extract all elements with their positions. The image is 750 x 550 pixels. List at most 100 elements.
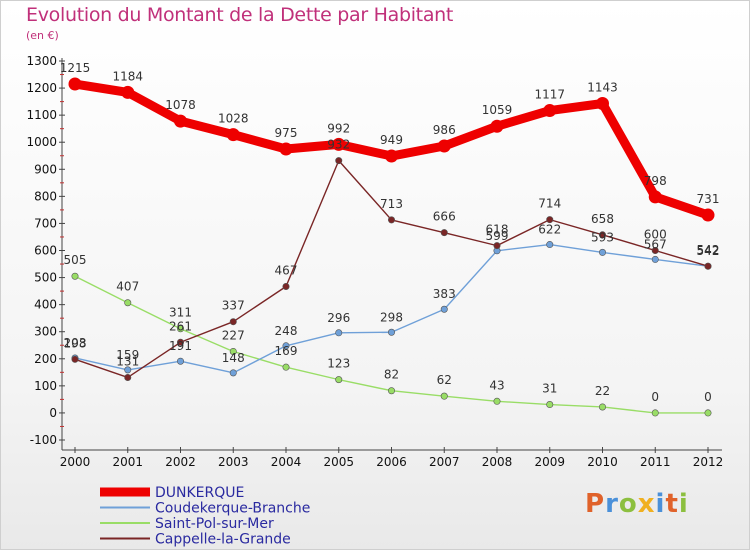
logo-letter: o bbox=[618, 489, 638, 519]
y-tick-label: 700 bbox=[34, 216, 57, 230]
data-label: 505 bbox=[64, 253, 87, 267]
data-label: 731 bbox=[697, 192, 720, 206]
data-label: 123 bbox=[327, 357, 350, 371]
data-point bbox=[71, 355, 79, 363]
legend-label: DUNKERQUE bbox=[155, 485, 244, 501]
data-point bbox=[546, 241, 554, 249]
y-tick-label: 900 bbox=[34, 162, 57, 176]
data-point bbox=[229, 318, 237, 326]
y-tick-label: 1100 bbox=[26, 108, 57, 122]
data-point bbox=[282, 342, 290, 350]
data-point bbox=[387, 216, 395, 224]
data-label: 1143 bbox=[587, 81, 618, 95]
x-tick-label: 2007 bbox=[429, 455, 460, 469]
y-tick-label: 1200 bbox=[26, 81, 57, 95]
proxiti-logo: Proxiti bbox=[585, 489, 689, 519]
data-label: 227 bbox=[222, 328, 245, 342]
data-label: 1215 bbox=[60, 61, 91, 75]
y-tick-label: -100 bbox=[30, 433, 57, 447]
data-point bbox=[282, 363, 290, 371]
data-label: 599 bbox=[486, 229, 509, 243]
data-label: 169 bbox=[275, 344, 298, 358]
data-label: 22 bbox=[595, 384, 610, 398]
data-label: 1059 bbox=[482, 103, 513, 117]
data-point bbox=[704, 409, 712, 417]
data-point bbox=[229, 347, 237, 355]
y-tick-label: 200 bbox=[34, 352, 57, 366]
x-tick-label: 2008 bbox=[482, 455, 513, 469]
data-label: 0 bbox=[704, 390, 712, 404]
data-label: 949 bbox=[380, 133, 403, 147]
data-point bbox=[596, 97, 609, 111]
data-label: 0 bbox=[651, 390, 659, 404]
data-label: 296 bbox=[327, 311, 350, 325]
data-point bbox=[546, 216, 554, 224]
y-tick-label: 400 bbox=[34, 298, 57, 312]
data-point bbox=[174, 114, 187, 128]
data-point bbox=[440, 229, 448, 237]
legend-label: Cappelle-la-Grande bbox=[155, 532, 291, 548]
x-tick-label: 2010 bbox=[587, 455, 618, 469]
data-point bbox=[490, 119, 504, 133]
y-tick-label: 300 bbox=[34, 325, 57, 339]
data-point bbox=[701, 208, 715, 222]
data-label: 975 bbox=[275, 126, 298, 140]
data-point bbox=[71, 272, 79, 280]
data-label: 714 bbox=[538, 197, 561, 211]
logo-letter: i bbox=[655, 489, 666, 519]
y-tick-label: 600 bbox=[34, 244, 57, 258]
data-label: 191 bbox=[169, 339, 192, 353]
data-point bbox=[598, 248, 606, 256]
data-label: 542 bbox=[697, 244, 720, 258]
data-label: 43 bbox=[489, 378, 504, 392]
data-point bbox=[282, 283, 290, 291]
data-point bbox=[177, 357, 185, 365]
data-label: 337 bbox=[222, 299, 245, 313]
data-label: 261 bbox=[169, 319, 192, 333]
logo-letter: P bbox=[585, 489, 606, 519]
data-label: 159 bbox=[116, 348, 139, 362]
data-label: 31 bbox=[542, 382, 557, 396]
chart-title: Evolution du Montant de la Dette par Hab… bbox=[26, 4, 454, 26]
x-tick-label: 2002 bbox=[165, 455, 196, 469]
data-label: 1078 bbox=[165, 98, 196, 112]
data-label: 618 bbox=[486, 223, 509, 237]
data-point bbox=[437, 139, 451, 153]
data-point bbox=[493, 242, 501, 250]
data-point bbox=[704, 262, 712, 270]
data-label: 932 bbox=[327, 138, 350, 152]
logo-letter: x bbox=[637, 489, 656, 519]
data-label: 593 bbox=[591, 230, 614, 244]
data-label: 1117 bbox=[534, 88, 565, 102]
data-label: 658 bbox=[591, 212, 614, 226]
legend-label: Coudekerque-Branche bbox=[155, 501, 310, 517]
logo-letter: t bbox=[665, 489, 679, 519]
data-point bbox=[124, 299, 132, 307]
y-tick-label: 1300 bbox=[26, 54, 57, 68]
data-label: 198 bbox=[64, 336, 87, 350]
data-label: 666 bbox=[433, 210, 456, 224]
y-tick-label: 1000 bbox=[26, 135, 57, 149]
data-label: 467 bbox=[275, 264, 298, 278]
data-point bbox=[598, 403, 606, 411]
data-point bbox=[335, 376, 343, 384]
data-point bbox=[121, 85, 135, 99]
data-point bbox=[385, 149, 398, 163]
x-tick-label: 2006 bbox=[376, 455, 407, 469]
data-label: 407 bbox=[116, 280, 139, 294]
chart-subtitle: (en €) bbox=[26, 29, 59, 42]
data-point bbox=[440, 305, 448, 313]
data-point bbox=[387, 387, 395, 395]
data-point bbox=[651, 409, 659, 417]
data-label: 248 bbox=[275, 324, 298, 338]
y-tick-label: 800 bbox=[34, 189, 57, 203]
data-label: 567 bbox=[644, 237, 667, 251]
data-point bbox=[332, 137, 346, 151]
data-label: 622 bbox=[538, 223, 561, 237]
y-tick-label: 0 bbox=[49, 406, 57, 420]
data-label: 311 bbox=[169, 306, 192, 320]
data-point bbox=[177, 325, 185, 333]
data-point bbox=[124, 366, 132, 374]
data-label: 298 bbox=[380, 310, 403, 324]
